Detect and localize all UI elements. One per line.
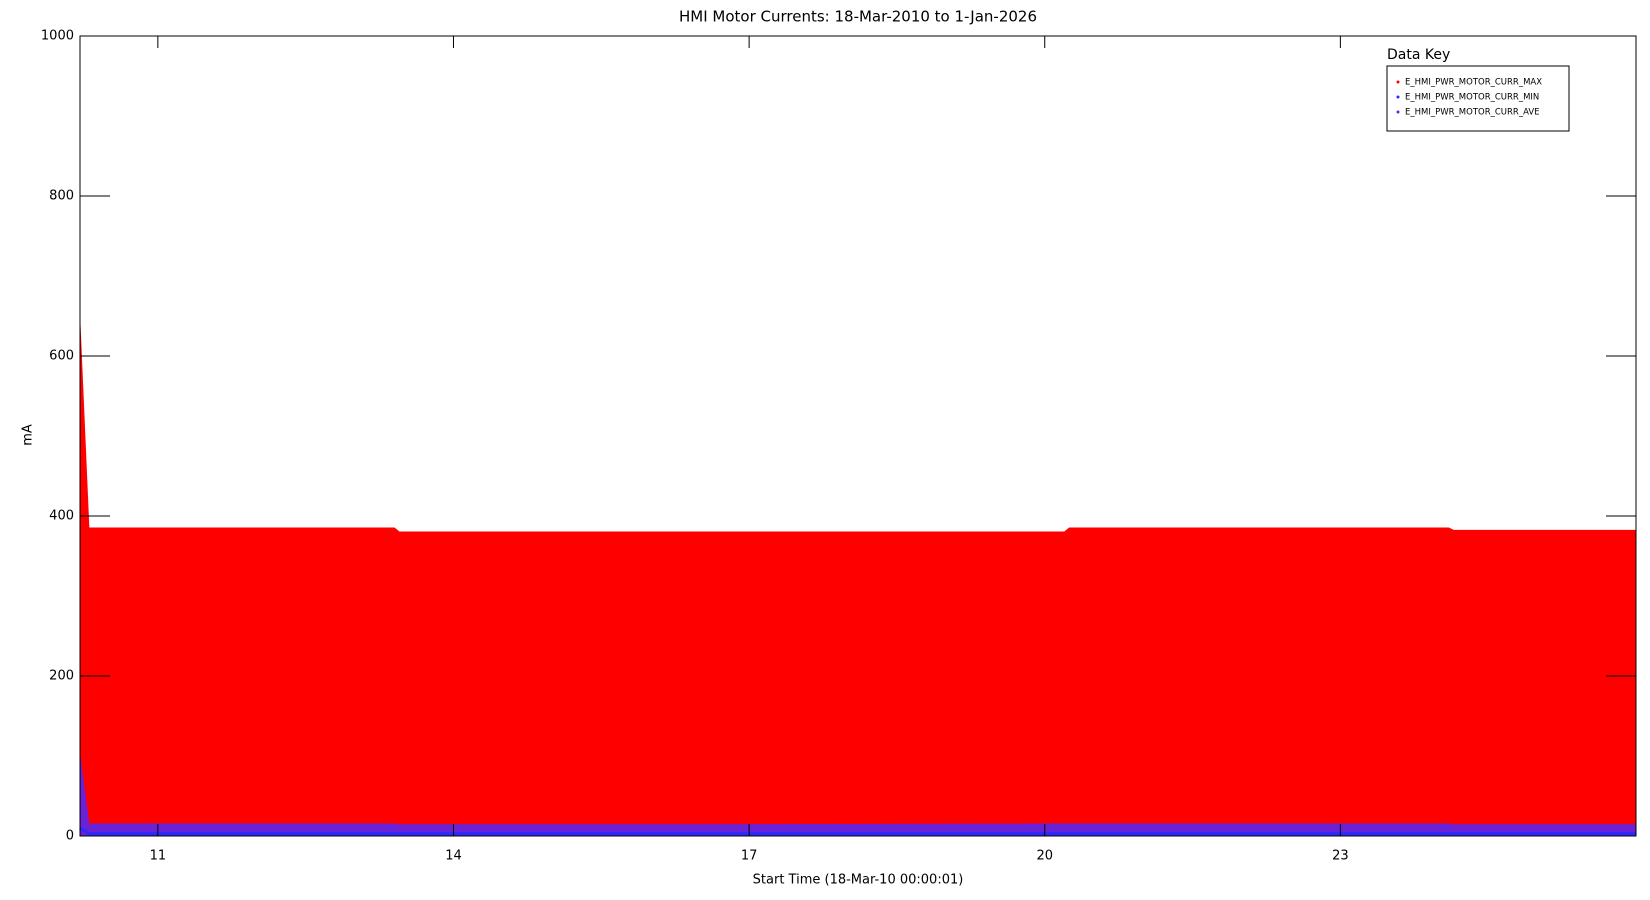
chart-title: HMI Motor Currents: 18-Mar-2010 to 1-Jan… [679,8,1037,26]
y-axis-label: mA [21,424,36,446]
legend-marker [1396,95,1400,99]
y-tick-label: 200 [49,669,74,684]
legend-box [1386,65,1570,132]
plot-frame [79,35,1637,837]
x-tick-label: 11 [150,849,167,864]
y-tick-label: 1000 [41,29,74,44]
series-area [79,323,1637,837]
x-tick-label: 14 [445,849,462,864]
x-tick-label: 20 [1036,849,1053,864]
legend-marker [1396,80,1400,84]
y-tick-label: 800 [49,189,74,204]
x-tick-label: 23 [1332,849,1349,864]
legend-entry: E_HMI_PWR_MOTOR_CURR_AVE [1405,108,1540,118]
legend-marker [1396,110,1400,114]
legend-entry: E_HMI_PWR_MOTOR_CURR_MAX [1405,78,1542,88]
legend-title: Data Key [1387,47,1450,63]
legend-entry: E_HMI_PWR_MOTOR_CURR_MIN [1405,93,1539,103]
y-tick-label: 600 [49,349,74,364]
series-line [79,826,1636,836]
y-tick-label: 0 [66,829,74,844]
x-axis-label: Start Time (18-Mar-10 00:00:01) [753,873,964,888]
y-tick-label: 400 [49,509,74,524]
x-tick-label: 17 [741,849,758,864]
